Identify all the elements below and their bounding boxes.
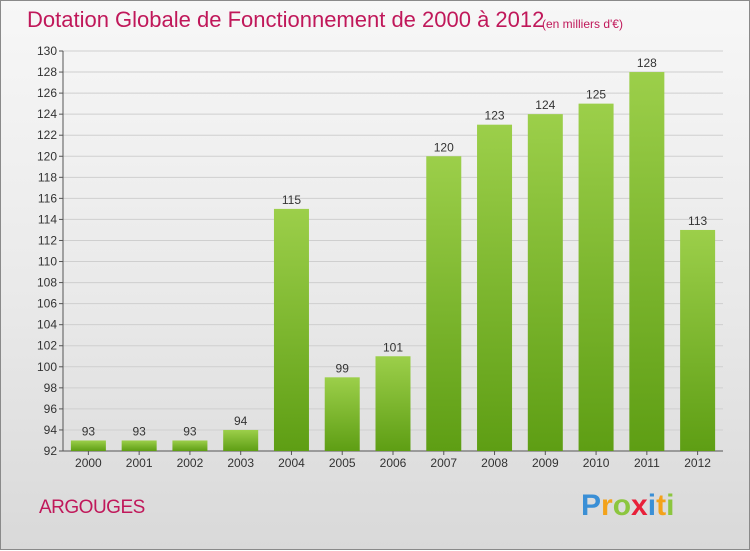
logo-letter: o: [612, 489, 632, 522]
bar-value-label: 123: [485, 109, 505, 123]
proxiti-logo[interactable]: Proxiti: [581, 489, 674, 523]
y-tick-label: 92: [44, 444, 58, 458]
bar-value-label: 125: [586, 88, 606, 102]
y-tick-label: 100: [37, 360, 57, 374]
y-tick-label: 128: [37, 65, 57, 79]
x-tick-label: 2006: [380, 456, 407, 470]
x-tick-label: 2009: [532, 456, 559, 470]
y-tick-label: 118: [38, 170, 57, 184]
y-tick-label: 110: [38, 255, 57, 269]
bar: [223, 429, 259, 451]
x-tick-label: 2002: [177, 456, 204, 470]
y-tick-label: 104: [37, 318, 57, 332]
y-tick-label: 124: [37, 107, 57, 121]
bar: [477, 124, 513, 452]
y-tick-label: 116: [38, 191, 57, 205]
bar-value-label: 128: [637, 56, 657, 70]
bar-value-label: 101: [383, 340, 403, 354]
x-tick-label: 2000: [75, 456, 102, 470]
chart-subtitle: (en milliers d'€): [542, 17, 623, 31]
logo-letter: t: [656, 489, 667, 522]
data-labels: 93 93 93 94 115 99 101 120 123 124 125 128 113: [82, 56, 708, 438]
bar: [70, 440, 106, 451]
bar-value-label: 124: [535, 98, 555, 112]
y-tick-label: 106: [37, 297, 57, 311]
bar-value-label: 94: [234, 414, 248, 428]
bar-value-label: 99: [336, 361, 350, 375]
bar: [273, 208, 309, 451]
logo-letter: i: [666, 489, 675, 522]
bar: [527, 114, 563, 451]
bar: [172, 440, 208, 451]
y-tick-label: 120: [37, 149, 57, 163]
x-tick-label: 2011: [634, 456, 660, 470]
x-tick-label: 2003: [227, 456, 254, 470]
x-tick-label: 2012: [684, 456, 711, 470]
y-tick-label: 102: [37, 339, 57, 353]
y-tick-label: 114: [38, 212, 57, 226]
x-tick-label: 2010: [583, 456, 610, 470]
y-tick-label: 112: [38, 233, 57, 247]
bar: [578, 103, 614, 451]
bar: [426, 156, 462, 451]
x-tick-label: 2007: [430, 456, 457, 470]
x-tick-label: 2008: [481, 456, 508, 470]
bar-value-label: 93: [183, 424, 197, 438]
logo-letter: P: [581, 489, 602, 522]
bars: [70, 72, 716, 452]
bar: [629, 72, 665, 451]
logo-letter: i: [647, 489, 657, 522]
bar-value-label: 93: [82, 424, 96, 438]
bar-value-label: 120: [434, 140, 454, 154]
bar: [680, 229, 716, 451]
x-tick-label: 2001: [126, 456, 153, 470]
bar: [375, 356, 411, 451]
logo-letter: x: [631, 489, 648, 522]
logo-letter: r: [601, 489, 613, 522]
y-tick-label: 94: [44, 423, 58, 437]
y-tick-label: 126: [37, 86, 57, 100]
x-tick-label: 2005: [329, 456, 356, 470]
y-tick-label: 108: [37, 276, 57, 290]
bar: [121, 440, 157, 451]
y-tick-label: 96: [44, 402, 58, 416]
y-tick-label: 98: [44, 381, 58, 395]
y-tick-label: 122: [37, 128, 57, 142]
y-tick-label: 130: [37, 44, 57, 58]
bar-value-label: 113: [688, 214, 707, 228]
bar-value-label: 93: [132, 424, 146, 438]
x-tick-label: 2004: [278, 456, 305, 470]
chart-title: Dotation Globale de Fonctionnement de 20…: [27, 7, 545, 32]
bar-value-label: 115: [282, 193, 301, 207]
town-name: ARGOUGES: [39, 497, 145, 518]
bar: [324, 377, 360, 451]
